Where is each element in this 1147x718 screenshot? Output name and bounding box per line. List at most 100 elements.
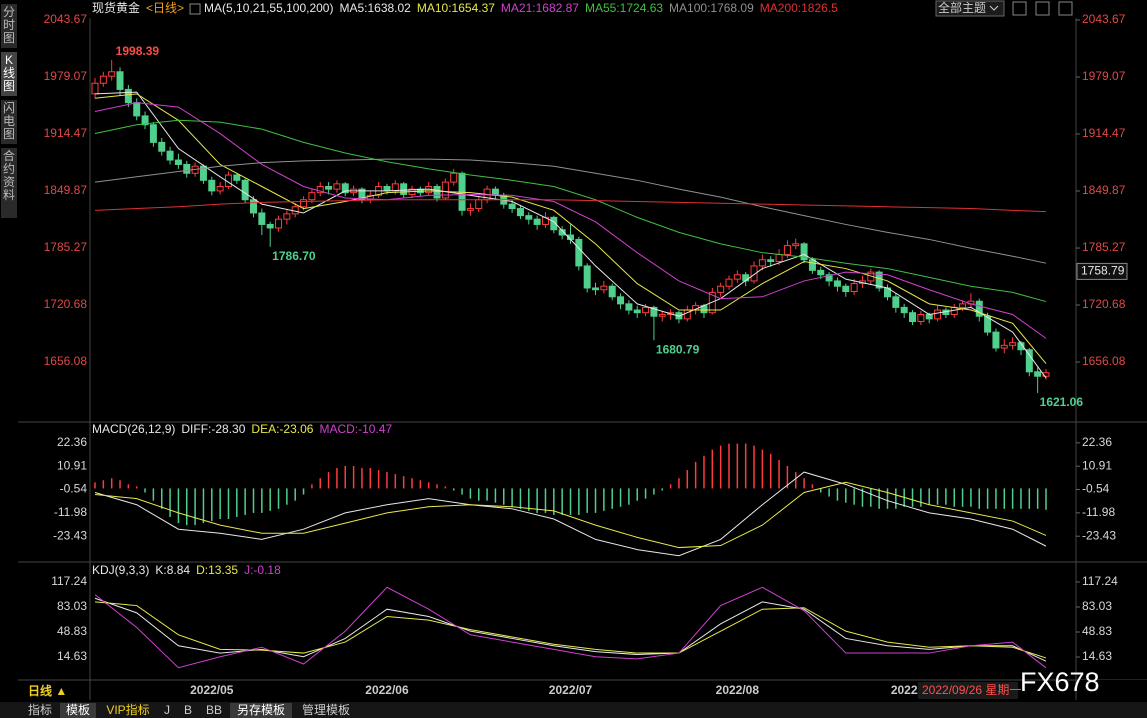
indicator-line: [94, 601, 1047, 659]
panel-subtitle: <日线>: [146, 1, 184, 15]
candle-body: [833, 280, 841, 287]
candle-body: [158, 141, 166, 152]
candle-body: [992, 331, 1000, 349]
indicator-line: [94, 93, 1047, 364]
candle-body: [1009, 342, 1017, 346]
y-tick-label: 1914.47: [44, 126, 88, 140]
candle-body: [1000, 344, 1008, 349]
extreme-label: 1998.39: [116, 44, 160, 58]
candle-body: [875, 271, 883, 289]
candle-body: [925, 313, 933, 320]
candle-body: [658, 313, 666, 317]
y-tick-label: -23.43: [53, 528, 87, 542]
indicator-line: [94, 91, 1047, 379]
candle-body: [166, 150, 174, 161]
candle-body: [266, 223, 274, 229]
candle-body: [758, 259, 766, 267]
candle-body: [208, 179, 216, 192]
y-tick-label: -11.98: [1082, 505, 1115, 519]
toolbar-item[interactable]: 管理模板: [301, 703, 350, 717]
cursor-date-box: [918, 682, 1018, 699]
candle-body: [642, 306, 650, 314]
icon-button[interactable]: [1058, 1, 1073, 16]
toolbar-item[interactable]: VIP指标: [106, 703, 150, 717]
candle-body: [617, 296, 625, 305]
y-tick-label: 22.36: [57, 435, 87, 449]
legend-entry: MA55:1724.63: [585, 1, 663, 15]
sidebar-tab[interactable]: 合约资料: [1, 148, 17, 218]
sidebar-tab[interactable]: 闪电图: [1, 100, 17, 144]
toolbar-item[interactable]: 指标: [27, 703, 52, 717]
y-tick-label: 10.91: [1082, 458, 1112, 472]
candle-body: [199, 165, 207, 181]
y-tick-label: -0.54: [60, 482, 88, 496]
x-tick-label: 2022/05: [190, 683, 234, 697]
candle-body: [625, 303, 633, 311]
y-tick-label: 83.03: [57, 599, 87, 613]
y-tick-label: 14.63: [57, 649, 87, 663]
sidebar-tab[interactable]: 分时图: [1, 4, 17, 48]
candle-body: [783, 245, 791, 255]
candle-body: [733, 274, 741, 280]
candle-body: [441, 181, 449, 199]
candle-body: [174, 159, 182, 165]
y-tick-label: 48.83: [57, 624, 87, 638]
candle-body: [508, 203, 516, 210]
theme-button[interactable]: [935, 0, 1005, 17]
y-tick-label: 2043.67: [44, 12, 88, 26]
candle-body: [608, 285, 616, 298]
indicator-line: [94, 102, 1047, 339]
x-tick-label: 2022/06: [365, 683, 409, 697]
indicator-line: [94, 119, 1047, 303]
candle-body: [817, 269, 825, 276]
y-tick-label: 1914.47: [1082, 126, 1126, 140]
candle-body: [959, 303, 967, 308]
indicator-line: [94, 158, 1047, 264]
candle-body: [250, 199, 257, 214]
candle-body: [383, 185, 391, 192]
candle-body: [650, 306, 658, 317]
y-tick-label: 1656.08: [1082, 354, 1126, 368]
candle-body: [516, 208, 524, 217]
candle-body: [1034, 371, 1042, 377]
candle-body: [775, 253, 783, 263]
toolbar-item[interactable]: 模板: [60, 703, 96, 718]
toolbar-item[interactable]: BB: [205, 703, 222, 717]
candle-body: [433, 185, 441, 199]
y-tick-label: 1979.07: [1082, 69, 1126, 83]
dropdown-icon: [989, 5, 999, 11]
candle-body: [600, 285, 608, 291]
price-marker-box: [1076, 262, 1128, 280]
y-tick-label: 117.24: [1082, 574, 1118, 588]
y-tick-label: 22.36: [1082, 435, 1112, 449]
candle-body: [558, 229, 566, 236]
candle-body: [525, 215, 533, 220]
candle-body: [300, 199, 308, 208]
candle-body: [241, 179, 249, 201]
candle-body: [725, 278, 733, 287]
candle-body: [842, 285, 850, 293]
icon-button[interactable]: [1035, 1, 1050, 16]
candle-body: [283, 213, 291, 220]
icon-button[interactable]: [1012, 1, 1027, 16]
toolbar-item[interactable]: B: [183, 703, 192, 717]
candle-body: [892, 296, 900, 308]
period-label: 日线 ▲: [28, 683, 67, 698]
candle-body: [975, 300, 983, 317]
candle-body: [792, 243, 800, 247]
legend-entry: MA5:1638.02: [339, 1, 411, 15]
toolbar-item[interactable]: 另存模板: [230, 703, 292, 718]
panel-title: KDJ(9,3,3): [92, 563, 149, 577]
toolbar-item[interactable]: J: [164, 703, 170, 717]
candle-body: [592, 287, 600, 291]
sidebar-tab[interactable]: K线图: [1, 52, 17, 96]
candle-body: [466, 208, 474, 211]
candle-body: [124, 88, 132, 104]
watermark-bg: [1078, 680, 1147, 702]
indicator-label: MA(5,10,21,55,100,200): [204, 1, 333, 15]
candle-body: [133, 102, 141, 117]
candle-body: [333, 183, 341, 190]
